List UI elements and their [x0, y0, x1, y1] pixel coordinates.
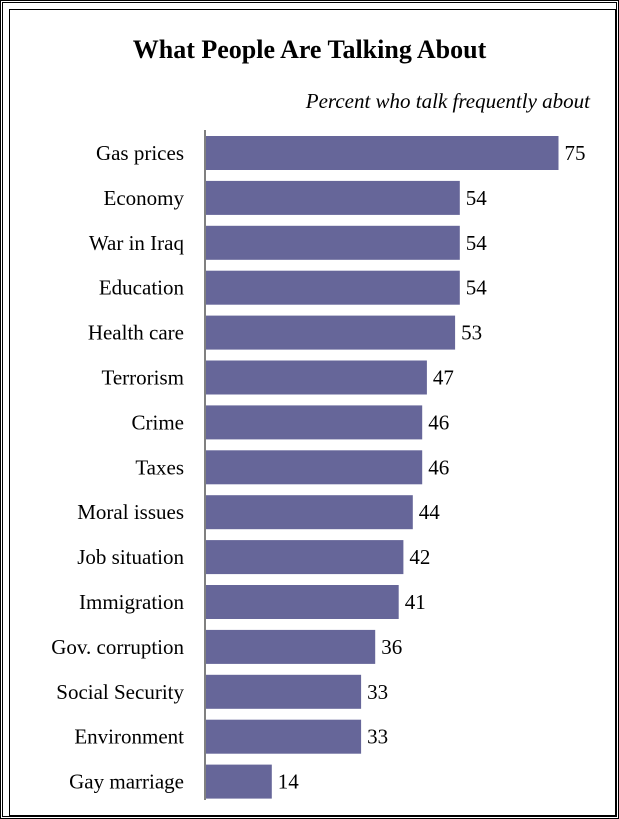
category-label: Education — [99, 276, 185, 300]
category-label: Gas prices — [96, 141, 184, 165]
value-label: 75 — [565, 141, 586, 165]
bar — [206, 225, 460, 260]
bar — [206, 629, 376, 664]
category-label: Gov. corruption — [51, 635, 184, 659]
value-label: 46 — [428, 410, 449, 434]
bar — [206, 450, 423, 485]
value-label: 54 — [466, 186, 488, 210]
category-label: Immigration — [79, 590, 184, 614]
category-label: Crime — [132, 410, 185, 434]
bar — [206, 585, 399, 619]
bar — [206, 719, 362, 754]
value-label: 33 — [367, 680, 388, 704]
category-label: Terrorism — [101, 366, 184, 390]
value-label: 54 — [466, 231, 488, 255]
category-label: Social Security — [56, 680, 184, 704]
bar — [206, 180, 460, 215]
category-label: Environment — [74, 725, 184, 749]
category-label: Health care — [88, 321, 184, 345]
chart-subtitle: Percent who talk frequently about — [305, 89, 590, 113]
bar — [206, 315, 456, 350]
value-label: 41 — [405, 590, 426, 614]
bar — [206, 674, 362, 709]
bar — [206, 270, 460, 305]
bar — [206, 405, 423, 440]
value-label: 46 — [428, 455, 449, 479]
value-label: 54 — [466, 276, 488, 300]
bar — [206, 495, 413, 530]
value-label: 44 — [419, 500, 441, 524]
category-label: War in Iraq — [89, 231, 185, 255]
category-label: Gay marriage — [69, 770, 184, 794]
value-label: 33 — [367, 725, 388, 749]
bar — [206, 540, 404, 575]
category-label: Moral issues — [77, 500, 184, 524]
category-label: Economy — [104, 186, 185, 210]
category-label: Taxes — [135, 455, 184, 479]
chart-title: What People Are Talking About — [132, 35, 487, 64]
bar — [206, 136, 559, 170]
chart-frame-inner — [9, 9, 616, 816]
value-label: 14 — [278, 770, 300, 794]
value-label: 42 — [409, 545, 430, 569]
category-label: Job situation — [77, 545, 184, 569]
value-label: 36 — [381, 635, 402, 659]
bar — [206, 360, 427, 395]
value-label: 47 — [433, 366, 454, 390]
value-label: 53 — [461, 321, 482, 345]
bar — [206, 764, 272, 799]
